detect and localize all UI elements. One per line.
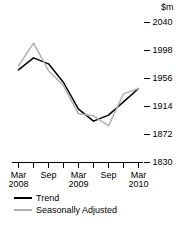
svg-text:1872: 1872 <box>153 129 173 139</box>
html-text:Trend: Trend <box>36 193 60 203</box>
svg-text:Mar2010: Mar2010 <box>128 170 148 189</box>
svg-text:1914: 1914 <box>153 101 173 111</box>
svg-text:2040: 2040 <box>153 17 173 27</box>
svg-text:$m: $m <box>161 2 174 12</box>
svg-text:Sep: Sep <box>100 170 116 180</box>
svg-text:1998: 1998 <box>153 45 173 55</box>
html-text:Seasonally Adjusted: Seasonally Adjusted <box>36 205 118 215</box>
svg-text:1830: 1830 <box>153 157 173 167</box>
svg-text:Mar2008: Mar2008 <box>8 170 28 189</box>
svg-text:Mar2009: Mar2009 <box>68 170 88 189</box>
svg-text:Sep: Sep <box>40 170 56 180</box>
svg-text:1956: 1956 <box>153 73 173 83</box>
